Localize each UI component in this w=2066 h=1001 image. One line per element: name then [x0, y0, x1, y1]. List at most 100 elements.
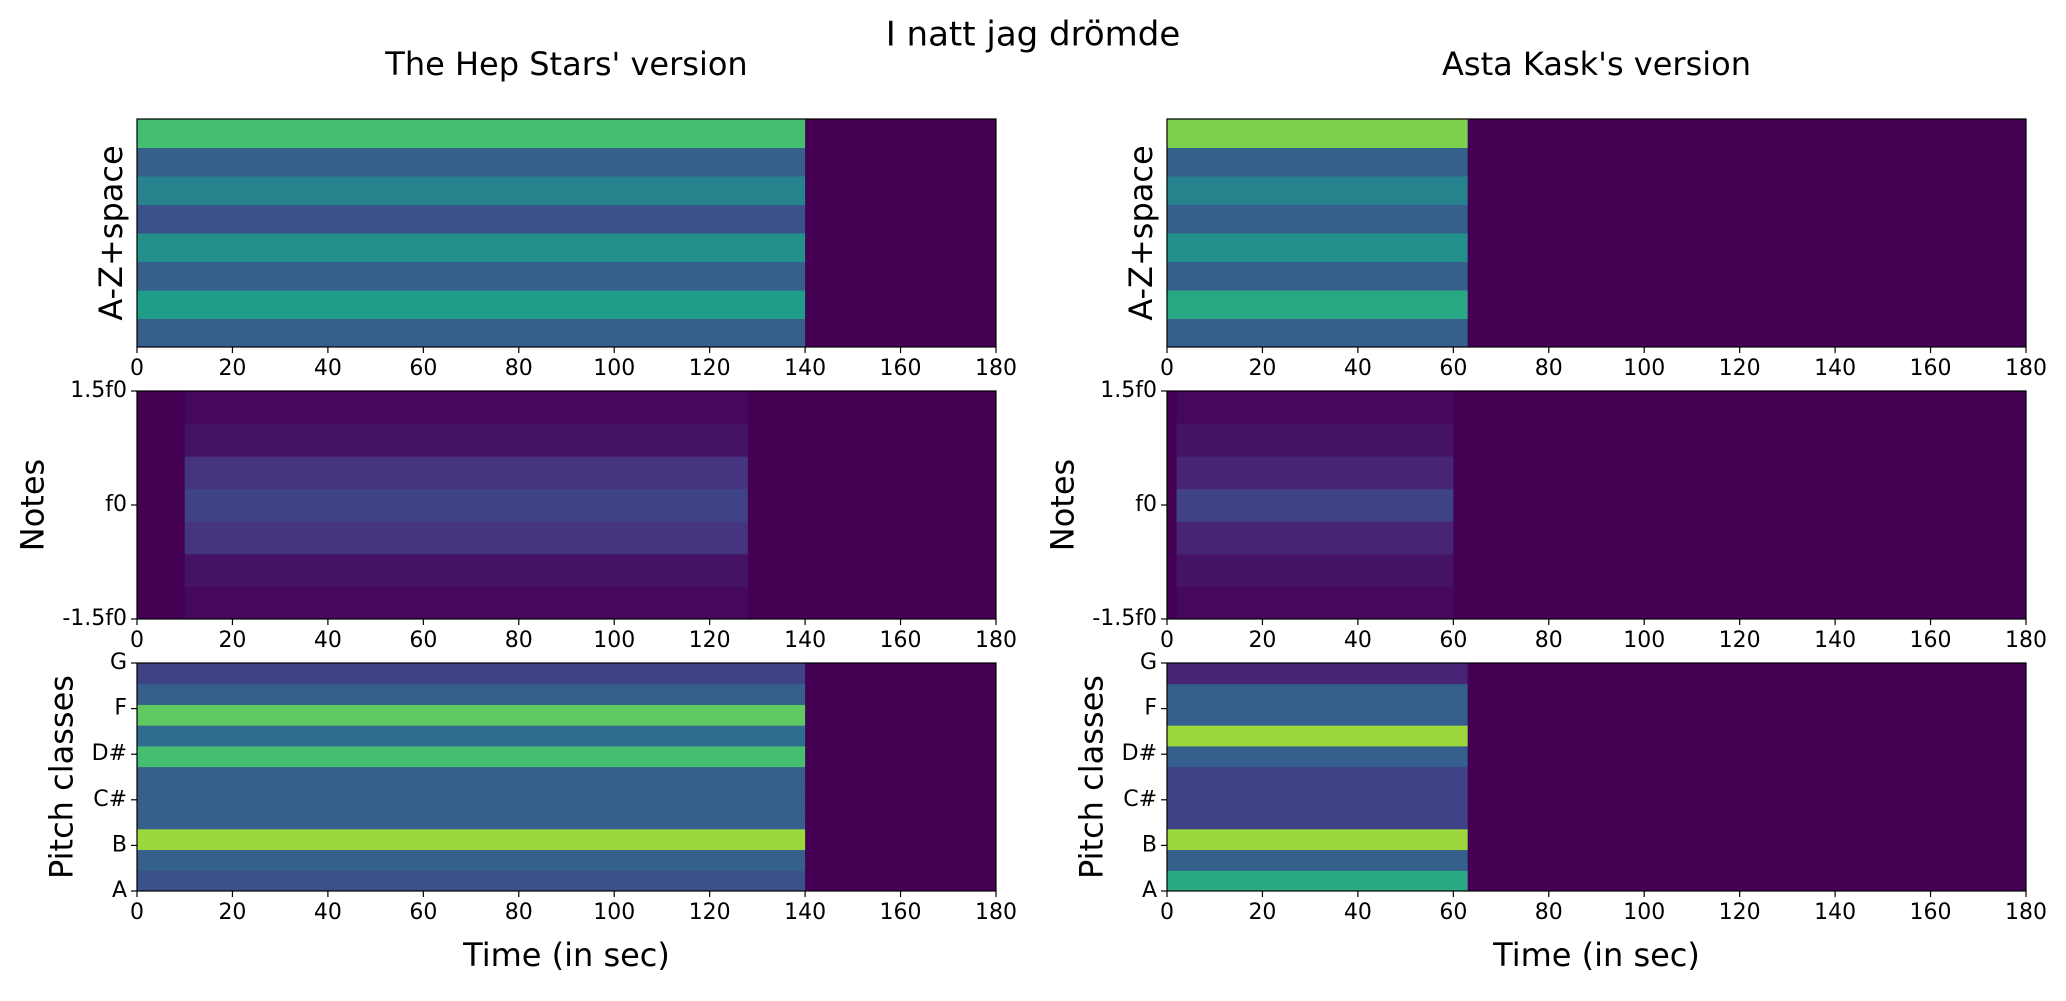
y-tick-label: F	[114, 696, 127, 721]
x-tick-label: 120	[1719, 356, 1761, 381]
heat-row	[1167, 808, 1468, 830]
frame	[1166, 118, 2027, 348]
x-tick-label: 40	[314, 356, 342, 381]
x-tick-label: 20	[218, 900, 246, 925]
y-axis-label: Notes	[1043, 459, 1081, 551]
heat-row	[1167, 176, 1468, 205]
x-axis-label: Time (in sec)	[462, 936, 670, 974]
heatmap	[137, 391, 996, 619]
y-tick-label: F	[1144, 696, 1157, 721]
heat-row	[137, 828, 806, 851]
heat-row	[137, 683, 806, 705]
x-tick-label: 0	[1160, 900, 1174, 925]
x-tick-label: 160	[1910, 356, 1952, 381]
heatmap	[137, 119, 996, 347]
x-tick-label: 0	[130, 356, 144, 381]
x-tick-label: 140	[1814, 900, 1856, 925]
x-tick-label: 20	[1248, 628, 1276, 653]
heat-row	[137, 870, 806, 891]
heat-row	[137, 318, 806, 347]
y-tick-label: B	[1142, 832, 1157, 857]
x-tick-label: 60	[1439, 628, 1467, 653]
y-tick-label: 1.5f0	[70, 378, 127, 403]
heat-row	[137, 147, 806, 177]
heat-row	[1167, 147, 1468, 177]
x-tick-label: 120	[1719, 628, 1761, 653]
x-tick-label: 180	[2005, 628, 2047, 653]
heat-row	[137, 290, 806, 319]
x-tick-label: 0	[1160, 356, 1174, 381]
heat-row	[1167, 119, 1468, 148]
figure-title: I natt jag drömde	[886, 15, 1181, 55]
frame	[136, 662, 997, 892]
x-tick-label: 100	[1623, 356, 1665, 381]
x-tick-label: 100	[593, 356, 635, 381]
heat-row	[1167, 683, 1468, 705]
heat-row	[137, 119, 806, 148]
y-tick-label: D#	[1122, 741, 1157, 766]
y-tick-label: f0	[1135, 492, 1157, 517]
y-tick-label: G	[110, 650, 127, 675]
heat-row	[1167, 828, 1468, 851]
heat-row	[1176, 423, 1454, 457]
panel-title: The Hep Stars' version	[384, 45, 747, 83]
heat-row	[1167, 204, 1468, 234]
x-tick-label: 140	[784, 900, 826, 925]
frame	[1166, 662, 2027, 892]
x-tick-label: 140	[1814, 628, 1856, 653]
heat-row	[1167, 318, 1468, 347]
heat-row	[137, 261, 806, 291]
panel-title: Asta Kask's version	[1442, 45, 1751, 83]
heat-row	[1167, 704, 1468, 726]
heat-row	[137, 725, 806, 747]
x-tick-label: 140	[784, 356, 826, 381]
x-tick-label: 100	[593, 628, 635, 653]
heatmap	[1167, 391, 2026, 619]
heat-row	[1176, 553, 1454, 587]
x-tick-label: 180	[2005, 900, 2047, 925]
x-axis-label: Time (in sec)	[1492, 936, 1700, 974]
x-tick-label: 120	[689, 356, 731, 381]
x-tick-label: 180	[2005, 356, 2047, 381]
y-tick-label: A	[1142, 878, 1157, 903]
x-tick-label: 20	[1248, 356, 1276, 381]
x-tick-label: 20	[218, 356, 246, 381]
heat-row	[137, 745, 806, 768]
x-tick-label: 120	[689, 900, 731, 925]
y-tick-label: B	[112, 832, 127, 857]
x-tick-label: 60	[1439, 356, 1467, 381]
x-tick-label: 120	[1719, 900, 1761, 925]
y-tick-label: 1.5f0	[1100, 378, 1157, 403]
x-tick-label: 20	[218, 628, 246, 653]
heat-row	[1167, 290, 1468, 319]
x-tick-label: 180	[975, 628, 1017, 653]
heat-row	[1167, 745, 1468, 768]
x-tick-label: 120	[689, 628, 731, 653]
x-tick-label: 60	[1439, 900, 1467, 925]
x-tick-label: 60	[409, 900, 437, 925]
heat-row	[1167, 725, 1468, 747]
heat-row	[137, 233, 806, 262]
x-tick-label: 160	[1910, 900, 1952, 925]
x-tick-label: 60	[409, 628, 437, 653]
x-tick-label: 80	[505, 900, 533, 925]
x-tick-label: 100	[1623, 628, 1665, 653]
heat-row	[184, 456, 748, 490]
heatmap	[137, 663, 996, 891]
heat-row	[1167, 849, 1468, 871]
x-tick-label: 80	[1535, 900, 1563, 925]
x-tick-label: 40	[1344, 900, 1372, 925]
y-tick-label: -1.5f0	[62, 606, 127, 631]
heat-row	[137, 808, 806, 830]
heat-row	[1176, 456, 1454, 490]
heat-row	[184, 391, 748, 425]
heat-row	[1167, 261, 1468, 291]
heat-row	[1176, 488, 1454, 522]
x-tick-label: 100	[593, 900, 635, 925]
heat-row	[137, 849, 806, 871]
x-tick-label: 40	[314, 628, 342, 653]
heat-row	[1167, 787, 1468, 809]
x-tick-label: 160	[1910, 628, 1952, 653]
x-tick-label: 140	[1814, 356, 1856, 381]
